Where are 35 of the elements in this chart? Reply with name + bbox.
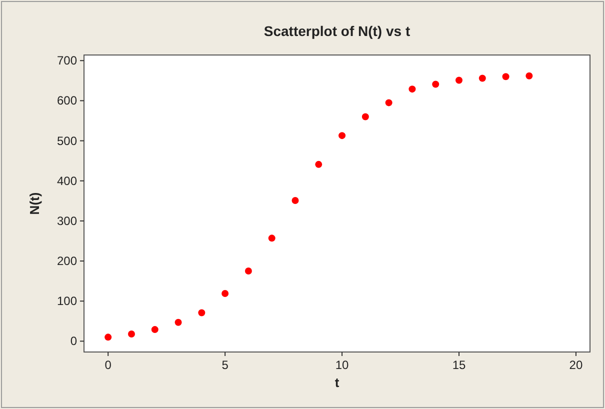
point: [222, 290, 229, 297]
point: [455, 76, 462, 84]
point: [292, 196, 299, 204]
y-tick-label: 200: [56, 254, 78, 268]
point: [151, 326, 158, 334]
chart-title: Scatterplot of N(t) vs t: [264, 23, 410, 39]
y-tick-label: 700: [56, 54, 78, 68]
x-tick-label: 10: [335, 358, 350, 372]
point: [408, 86, 416, 93]
x-tick-label: 15: [452, 358, 466, 372]
point: [128, 330, 135, 338]
y-tick-label: 400: [56, 174, 78, 188]
x-axis-title: t: [334, 375, 340, 390]
point: [362, 113, 369, 120]
x-tick-label: 0: [104, 358, 112, 372]
point: [174, 318, 182, 326]
point: [104, 334, 112, 341]
point: [338, 132, 346, 140]
point: [385, 99, 392, 106]
point: [315, 160, 322, 168]
point: [526, 72, 533, 80]
y-tick-label: 500: [56, 134, 78, 148]
y-tick-label: 300: [56, 214, 78, 228]
point: [502, 73, 510, 80]
y-tick-label: 600: [56, 94, 78, 108]
point: [478, 74, 486, 82]
point: [198, 309, 206, 316]
point: [432, 80, 440, 88]
y-tick-label: 100: [56, 294, 78, 308]
x-tick-label: 20: [569, 358, 583, 372]
point: [268, 234, 276, 242]
x-tick-label: 5: [222, 358, 229, 372]
point: [244, 268, 252, 275]
y-axis-title: N(t): [27, 192, 42, 215]
y-tick-label: 0: [70, 334, 78, 348]
